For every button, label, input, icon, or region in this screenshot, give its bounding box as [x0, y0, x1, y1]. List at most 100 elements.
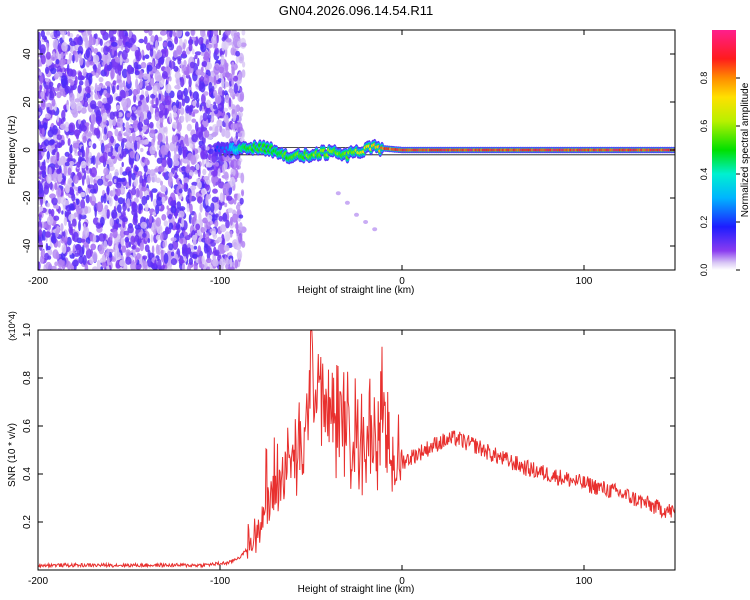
heatmap-noise-cell: [40, 163, 46, 173]
colorbar-gradient: [712, 30, 736, 270]
heatmap-noise-cell: [105, 47, 111, 52]
heatmap-noise-cell: [143, 164, 148, 173]
heatmap-noise-cell: [197, 57, 200, 67]
heatmap-noise-cell: [206, 257, 212, 264]
heatmap-noise-cell: [81, 175, 85, 186]
heatmap-noise-cell: [99, 156, 106, 163]
heatmap-noise-cell: [143, 30, 149, 34]
heatmap-noise-cell: [43, 221, 47, 227]
heatmap-noise-cell: [177, 109, 181, 115]
heatmap-noise-cell: [158, 93, 161, 101]
heatmap-noise-cell: [120, 237, 125, 246]
heatmap-noise-cell: [102, 112, 108, 118]
heatmap-noise-cell: [39, 84, 43, 91]
heatmap-y-tick-label: 40: [22, 48, 33, 60]
heatmap-noise-cell: [156, 224, 163, 235]
heatmap-noise-cell: [76, 191, 79, 196]
heatmap-noise-cell: [202, 112, 208, 122]
heatmap-noise-cell: [189, 89, 192, 97]
heatmap-noise-cell: [103, 193, 107, 204]
heatmap-noise-cell: [186, 265, 192, 270]
snr-y-tick-label: 0.4: [22, 467, 33, 481]
heatmap-noise-cell: [75, 186, 78, 192]
heatmap-noise-cell: [55, 228, 60, 238]
heatmap-noise-cell: [142, 232, 147, 238]
heatmap-noise-cell: [211, 35, 218, 45]
heatmap-noise-cell: [185, 31, 190, 37]
heatmap-noise-cell: [119, 166, 123, 176]
heatmap-noise-cell: [186, 123, 192, 132]
heatmap-noise-cell: [88, 141, 93, 147]
heatmap-noise-cell: [197, 196, 203, 204]
heatmap-noise-cell: [154, 53, 160, 60]
heatmap-noise-cell: [183, 138, 189, 145]
heatmap-noise-cell: [132, 244, 136, 250]
heatmap-noise-cell: [70, 99, 76, 110]
heatmap-noise-cell: [144, 54, 150, 59]
heatmap-noise-cell: [42, 249, 45, 257]
heatmap-noise-cell: [205, 99, 211, 109]
heatmap-noise-cell: [170, 237, 177, 242]
heatmap-noise-cell: [223, 114, 229, 123]
heatmap-noise-cell: [45, 87, 49, 97]
heatmap-noise-cell: [64, 151, 70, 157]
heatmap-x-tick-label: -200: [28, 276, 48, 287]
heatmap-noise-cell: [140, 102, 146, 113]
heatmap-noise-cell: [76, 198, 80, 205]
heatmap-noise-cell: [181, 166, 187, 172]
heatmap-noise-cell: [106, 209, 110, 220]
heatmap-noise-cell: [73, 174, 79, 184]
heatmap-noise-cell: [154, 71, 161, 82]
heatmap-noise-cell: [121, 68, 128, 79]
heatmap-noise-cell: [48, 90, 55, 101]
heatmap-noise-cell: [74, 51, 79, 63]
heatmap-noise-cell: [85, 194, 90, 204]
heatmap-noise-cell: [89, 196, 92, 203]
heatmap-noise-cell: [100, 30, 107, 36]
heatmap-noise-cell: [102, 97, 108, 104]
heatmap-noise-cell: [60, 63, 63, 69]
heatmap-noise-cell: [121, 245, 127, 253]
heatmap-noise-cell: [97, 100, 103, 108]
heatmap-noise-cell: [205, 61, 212, 70]
heatmap-noise-cell: [80, 214, 87, 220]
heatmap-noise-cell: [205, 205, 211, 213]
heatmap-noise-cell: [123, 230, 130, 236]
heatmap-noise-cell: [91, 200, 96, 206]
heatmap-noise-cell: [190, 154, 197, 165]
heatmap-noise-cell: [189, 36, 192, 45]
heatmap-noise-cell: [229, 258, 233, 268]
heatmap-noise-cell: [89, 123, 94, 132]
heatmap-noise-cell: [141, 195, 148, 206]
heatmap-noise-cell: [134, 140, 138, 152]
heatmap-x-tick-label: 100: [576, 276, 593, 287]
heatmap-noise-cell: [149, 169, 156, 177]
heatmap-noise-cell: [135, 51, 142, 62]
heatmap-faint-trace-cell: [363, 220, 369, 224]
heatmap-noise-cell: [166, 267, 173, 270]
heatmap-noise-cell: [71, 182, 75, 187]
heatmap-noise-cell: [223, 90, 228, 96]
heatmap-noise-cell: [118, 243, 122, 250]
heatmap-noise-cell: [71, 192, 76, 202]
heatmap-noise-cell: [225, 258, 231, 265]
heatmap-noise-cell: [144, 203, 149, 212]
heatmap-noise-cell: [189, 203, 193, 214]
heatmap-noise-cell: [194, 54, 198, 60]
heatmap-noise-cell: [239, 106, 244, 113]
heatmap-noise-cell: [126, 43, 133, 48]
heatmap-noise-cell: [183, 231, 188, 237]
heatmap-noise-cell: [131, 131, 136, 141]
heatmap-noise-cell: [235, 50, 241, 57]
heatmap-noise-cell: [94, 206, 97, 218]
heatmap-noise-cell: [204, 182, 210, 191]
heatmap-noise-cell: [127, 225, 134, 234]
heatmap-noise-cell: [188, 77, 192, 88]
heatmap-noise-cell: [159, 94, 165, 102]
heatmap-noise-cell: [61, 244, 67, 254]
heatmap-noise-cell: [39, 71, 42, 76]
heatmap-noise-cell: [97, 178, 104, 186]
heatmap-noise-cell: [169, 90, 175, 99]
heatmap-noise-cell: [146, 64, 153, 72]
heatmap-noise-cell: [182, 150, 187, 159]
